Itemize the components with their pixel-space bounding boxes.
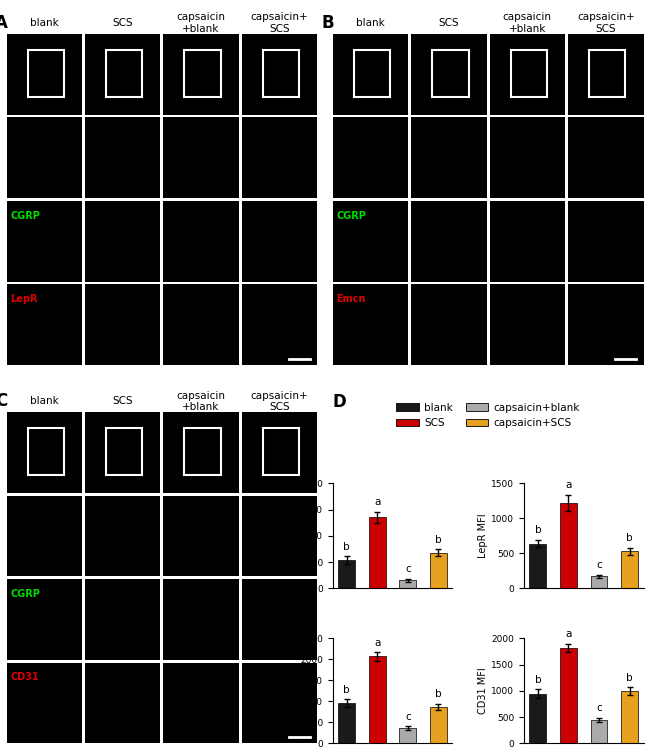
Text: Emcn: Emcn <box>337 294 366 304</box>
Text: SCS: SCS <box>439 18 460 28</box>
Text: b: b <box>627 673 633 683</box>
Bar <box>560 648 577 743</box>
Text: capsaicin
+blank: capsaicin +blank <box>177 391 226 412</box>
Text: SCS: SCS <box>112 397 133 406</box>
Text: b: b <box>435 535 442 544</box>
Text: c: c <box>596 703 602 713</box>
Bar <box>338 560 355 588</box>
Text: b: b <box>343 541 350 551</box>
Text: CGRP: CGRP <box>337 210 367 221</box>
Text: blank: blank <box>30 397 58 406</box>
Bar <box>185 428 221 475</box>
Text: b: b <box>534 674 541 685</box>
Bar <box>106 428 142 475</box>
Y-axis label: CGRP MFI: CGRP MFI <box>287 512 297 559</box>
Text: CGRP: CGRP <box>10 210 40 221</box>
Bar <box>27 428 64 475</box>
Bar <box>591 720 608 743</box>
Text: CGRP: CGRP <box>10 589 40 599</box>
Bar <box>27 50 64 97</box>
Text: A: A <box>0 14 8 32</box>
Text: capsaicin+
SCS: capsaicin+ SCS <box>251 391 308 412</box>
Text: D: D <box>333 394 346 412</box>
Text: SCS: SCS <box>112 18 133 28</box>
Text: b: b <box>534 525 541 535</box>
Text: capsaicin+
SCS: capsaicin+ SCS <box>251 12 308 34</box>
Bar <box>560 503 577 588</box>
Bar <box>529 544 546 588</box>
Bar <box>354 50 390 97</box>
Y-axis label: CD31 MFI: CD31 MFI <box>478 668 489 714</box>
Text: blank: blank <box>30 18 58 28</box>
Text: CD31: CD31 <box>10 672 39 683</box>
Text: a: a <box>566 481 571 490</box>
Bar <box>529 694 546 743</box>
Y-axis label: Emcn MFI: Emcn MFI <box>287 667 297 715</box>
Text: a: a <box>566 629 571 639</box>
Bar <box>591 577 608 588</box>
Bar <box>511 50 547 97</box>
Bar <box>338 703 355 743</box>
Text: capsaicin
+blank: capsaicin +blank <box>503 12 552 34</box>
Bar <box>621 551 638 588</box>
Text: C: C <box>0 392 7 410</box>
Bar <box>430 553 447 588</box>
Text: b: b <box>435 689 442 699</box>
Y-axis label: LepR MFI: LepR MFI <box>478 514 489 558</box>
Bar <box>621 691 638 743</box>
Bar <box>589 50 625 97</box>
Text: capsaicin
+blank: capsaicin +blank <box>177 12 226 34</box>
Bar <box>369 517 385 588</box>
Bar <box>399 581 416 588</box>
Text: blank: blank <box>356 18 385 28</box>
Bar <box>369 656 385 743</box>
Legend: blank, SCS, capsaicin+blank, capsaicin+SCS: blank, SCS, capsaicin+blank, capsaicin+S… <box>396 403 580 428</box>
Bar <box>399 728 416 743</box>
Text: a: a <box>374 638 380 647</box>
Text: c: c <box>596 560 602 570</box>
Text: LepR: LepR <box>10 294 38 304</box>
Text: B: B <box>322 14 334 32</box>
Bar <box>430 707 447 743</box>
Bar <box>263 50 299 97</box>
Text: b: b <box>627 533 633 543</box>
Text: b: b <box>343 685 350 695</box>
Text: c: c <box>405 564 411 575</box>
Bar <box>432 50 469 97</box>
Bar <box>106 50 142 97</box>
Text: c: c <box>405 711 411 722</box>
Bar <box>185 50 221 97</box>
Text: capsaicin+
SCS: capsaicin+ SCS <box>577 12 634 34</box>
Text: a: a <box>374 497 380 508</box>
Bar <box>263 428 299 475</box>
